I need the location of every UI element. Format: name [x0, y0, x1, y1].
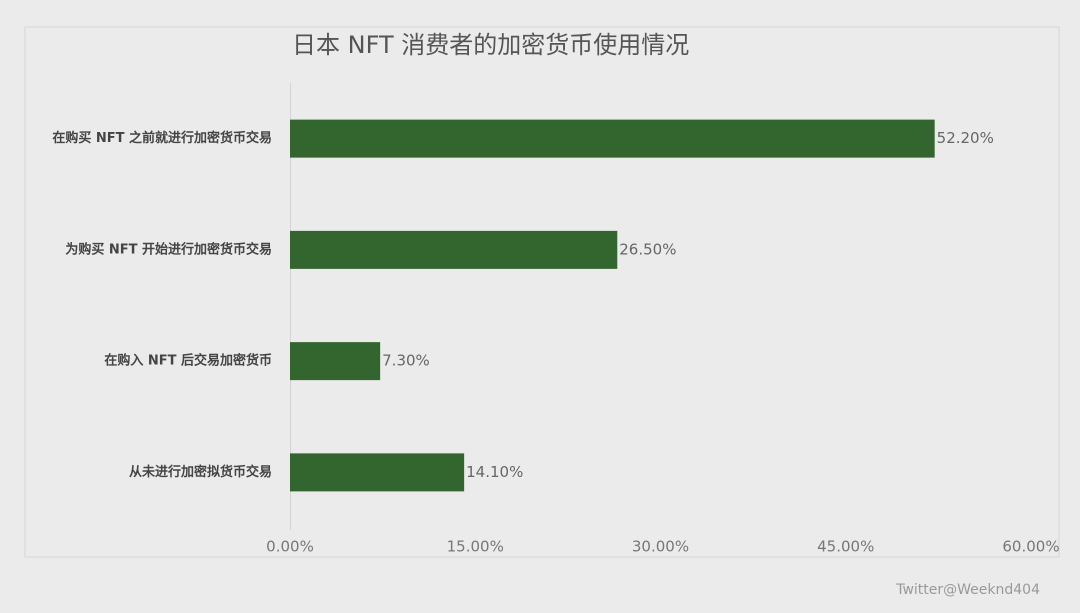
value-label: 14.10% — [466, 463, 523, 481]
x-tick-label: 15.00% — [447, 538, 504, 556]
value-label: 52.20% — [937, 129, 994, 147]
x-tick-label: 0.00% — [266, 538, 314, 556]
x-tick-label: 60.00% — [1002, 538, 1059, 556]
bar — [290, 230, 618, 269]
y-tick-label: 从未进行加密拟货币交易 — [129, 464, 272, 480]
y-tick-label: 在购入 NFT 后交易加密货币 — [104, 353, 272, 369]
bar — [290, 342, 381, 381]
value-label: 7.30% — [382, 352, 430, 370]
y-tick-label: 为购买 NFT 开始进行加密货币交易 — [65, 241, 272, 257]
chart-title: 日本 NFT 消费者的加密货币使用情况 — [292, 31, 689, 59]
x-tick-label: 30.00% — [632, 538, 689, 556]
bar — [290, 453, 465, 492]
bar — [290, 119, 935, 158]
x-tick-label: 45.00% — [817, 538, 874, 556]
watermark: Twitter@Weeknd404 — [895, 582, 1040, 598]
y-tick-label: 在购买 NFT 之前就进行加密货币交易 — [52, 130, 272, 146]
value-label: 26.50% — [619, 240, 676, 258]
chart-frame — [24, 26, 1060, 558]
